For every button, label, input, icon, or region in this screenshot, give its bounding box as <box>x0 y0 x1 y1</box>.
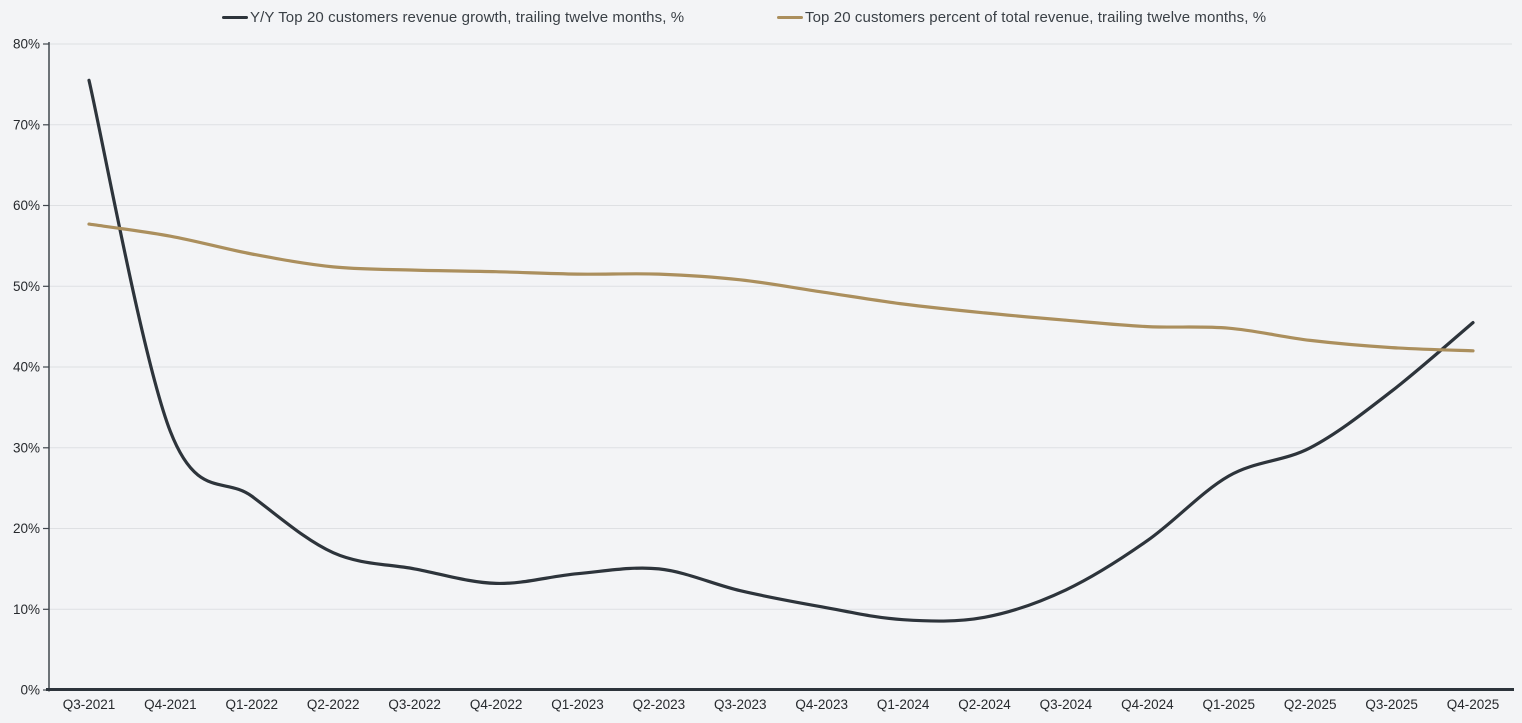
y-tick-label: 70% <box>13 117 40 132</box>
y-tick-label: 20% <box>13 521 40 536</box>
x-tick-label: Q2-2022 <box>307 697 360 712</box>
x-tick-label: Q4-2021 <box>144 697 197 712</box>
x-tick-labels: Q3-2021 Q4-2021 Q1-2022 Q2-2022 Q3-2022 Q4-20… <box>63 697 1500 712</box>
x-tick-label: Q1-2024 <box>877 697 930 712</box>
y-tick-label: 40% <box>13 360 40 375</box>
x-tick-label: Q4-2025 <box>1447 697 1500 712</box>
y-tick-label: 60% <box>13 198 40 213</box>
x-tick-label: Q3-2021 <box>63 697 116 712</box>
x-tick-label: Q3-2025 <box>1365 697 1418 712</box>
x-tick-label: Q1-2022 <box>226 697 279 712</box>
x-tick-label: Q2-2025 <box>1284 697 1337 712</box>
x-tick-label: Q2-2023 <box>633 697 686 712</box>
legend-item-growth[interactable]: Y/Y Top 20 customers revenue growth, tra… <box>222 9 684 26</box>
x-tick-label: Q3-2024 <box>1040 697 1093 712</box>
legend-item-share[interactable]: Top 20 customers percent of total revenu… <box>777 9 1266 26</box>
x-tick-label: Q4-2024 <box>1121 697 1174 712</box>
x-tick-label: Q1-2023 <box>551 697 604 712</box>
y-tick-label: 50% <box>13 279 40 294</box>
legend-swatch-growth-icon <box>222 15 248 20</box>
legend-label-share: Top 20 customers percent of total revenu… <box>805 9 1267 26</box>
y-tick-labels: 0% 10% 20% 30% 40% 50% 60% 70% 80% <box>13 37 40 698</box>
y-tick-label: 10% <box>13 602 40 617</box>
x-tick-label: Q4-2022 <box>470 697 523 712</box>
y-tick-label: 30% <box>13 440 40 455</box>
x-tick-label: Q1-2025 <box>1203 697 1256 712</box>
y-axis-ticks <box>43 43 49 691</box>
series-line-share <box>87 222 1475 353</box>
x-tick-label: Q4-2023 <box>795 697 848 712</box>
legend-label-growth: Y/Y Top 20 customers revenue growth, tra… <box>250 9 685 26</box>
x-tick-label: Q3-2023 <box>714 697 767 712</box>
series-line-growth <box>87 78 1475 623</box>
y-tick-label: 80% <box>13 37 40 52</box>
gridlines-group <box>49 43 1512 610</box>
x-tick-label: Q2-2024 <box>958 697 1011 712</box>
legend-swatch-share-icon <box>777 15 803 20</box>
x-tick-label: Q3-2022 <box>388 697 441 712</box>
chart-legend: Y/Y Top 20 customers revenue growth, tra… <box>0 0 1522 34</box>
y-tick-label: 0% <box>20 683 40 698</box>
